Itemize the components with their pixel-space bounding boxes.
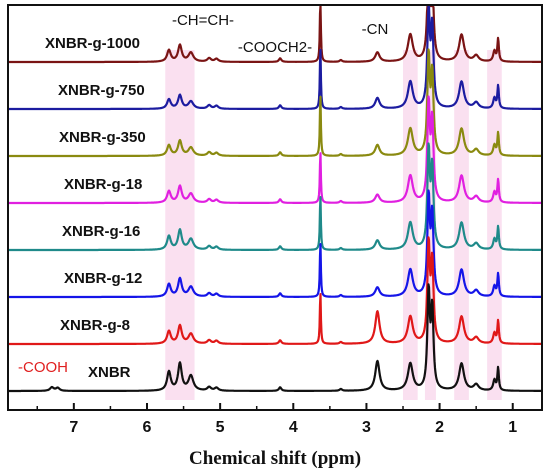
highlight-band bbox=[165, 50, 195, 400]
x-tick-label: 7 bbox=[69, 419, 78, 436]
peak-annotation: -COOH bbox=[18, 359, 68, 376]
x-tick-label: 6 bbox=[143, 419, 152, 436]
x-tick-label: 3 bbox=[362, 419, 371, 436]
peak-annotation: -CN bbox=[362, 21, 389, 38]
peak-annotation: -CH=CH- bbox=[172, 12, 234, 29]
series-label: XNBR bbox=[88, 364, 131, 381]
spectrum-line-xnbr-g-18 bbox=[8, 95, 542, 205]
series-label: XNBR-g-350 bbox=[59, 129, 146, 146]
spectrum-line-xnbr-g-8 bbox=[8, 236, 542, 346]
spectrum-line-xnbr-g-16 bbox=[8, 142, 542, 252]
series-label: XNBR-g-1000 bbox=[45, 35, 140, 52]
x-axis-title: Chemical shift (ppm) bbox=[189, 448, 361, 469]
x-tick-label: 5 bbox=[216, 419, 225, 436]
plot-frame bbox=[7, 4, 543, 411]
peak-annotations: -CH=CH--COOCH2- -CN -COOH bbox=[18, 12, 388, 376]
spectrum-traces bbox=[8, 4, 542, 393]
highlight-bands bbox=[165, 50, 502, 400]
series-label: XNBR-g-8 bbox=[60, 317, 130, 334]
series-label: XNBR-g-16 bbox=[62, 223, 140, 240]
spectrum-line-xnbr-g-750 bbox=[8, 4, 542, 111]
x-tick-label: 2 bbox=[435, 419, 444, 436]
series-labels: XNBR-g-1000 XNBR-g-750 XNBR-g-350 XNBR-g-18… bbox=[45, 35, 146, 381]
spectrum-line-xnbr-g-12 bbox=[8, 189, 542, 299]
series-label: XNBR-g-18 bbox=[64, 176, 142, 193]
spectrum-line-xnbr-g-1000 bbox=[8, 4, 542, 64]
x-tick-label: 1 bbox=[508, 419, 517, 436]
x-tick-label: 4 bbox=[289, 419, 298, 436]
series-label: XNBR-g-12 bbox=[64, 270, 142, 287]
x-axis-ticks: 7 6 5 4 3 2 1 bbox=[36, 403, 517, 436]
spectrum-line-xnbr-g-350 bbox=[8, 48, 542, 158]
series-label: XNBR-g-750 bbox=[58, 82, 145, 99]
spectrum-line-xnbr bbox=[8, 283, 542, 393]
peak-annotation: -COOCH2- bbox=[238, 39, 312, 56]
